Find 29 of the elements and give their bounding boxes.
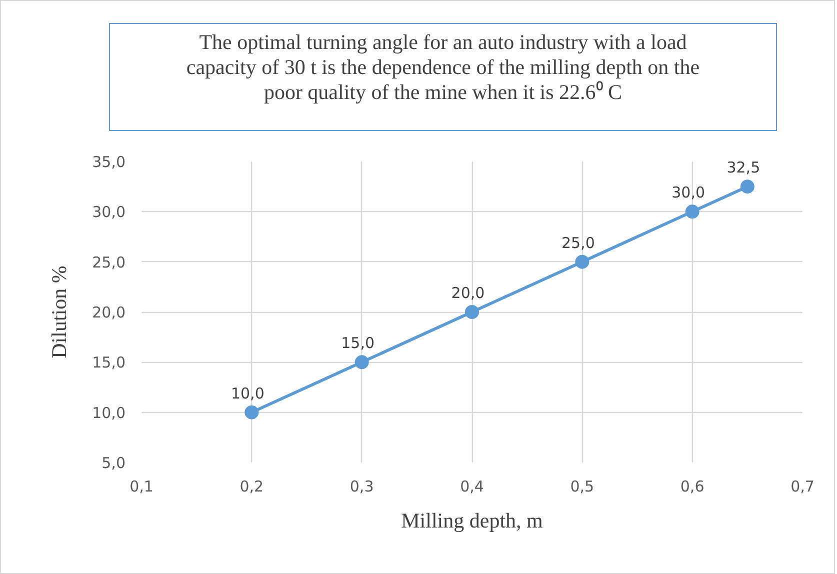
y-tick-label: 15,0 [92,354,126,372]
x-tick-label: 0,3 [350,478,374,496]
y-tick-label: 5,0 [102,454,126,472]
point [575,254,590,269]
point [354,355,369,370]
point [740,180,754,194]
point [465,305,479,319]
point [244,405,259,420]
x-tick-label: 0,2 [240,478,264,496]
y-axis-title: Dilution % [47,266,72,358]
y-tick-label: 25,0 [92,253,126,272]
point [685,204,700,219]
y-tick-label: 10,0 [92,404,126,422]
x-tick-label: 0,6 [680,478,704,496]
y-tick-label: 20,0 [92,304,126,322]
data-label: 30,0 [672,184,706,202]
data-label: 15,0 [341,334,375,352]
data-label: 20,0 [451,284,485,302]
x-tick-label: 0,5 [570,478,594,496]
data-label: 10,0 [230,384,264,402]
y-tick-label: 35,0 [92,153,126,171]
data-label: 25,0 [561,234,595,252]
x-tick-label: 0,7 [790,478,814,496]
x-tick-label: 0,1 [130,478,154,496]
data-label: 32,5 [726,158,760,177]
x-tick-label: 0,4 [460,478,484,496]
chart-title: The optimal turning angle for an auto industry with a load capacity of 30 t is the dependence of the milling depth on the poor quality of the mine when it is 22.6⁰ C [186,30,700,106]
y-tick-label: 30,0 [92,203,126,222]
x-axis-title: Milling depth, m [401,508,543,532]
